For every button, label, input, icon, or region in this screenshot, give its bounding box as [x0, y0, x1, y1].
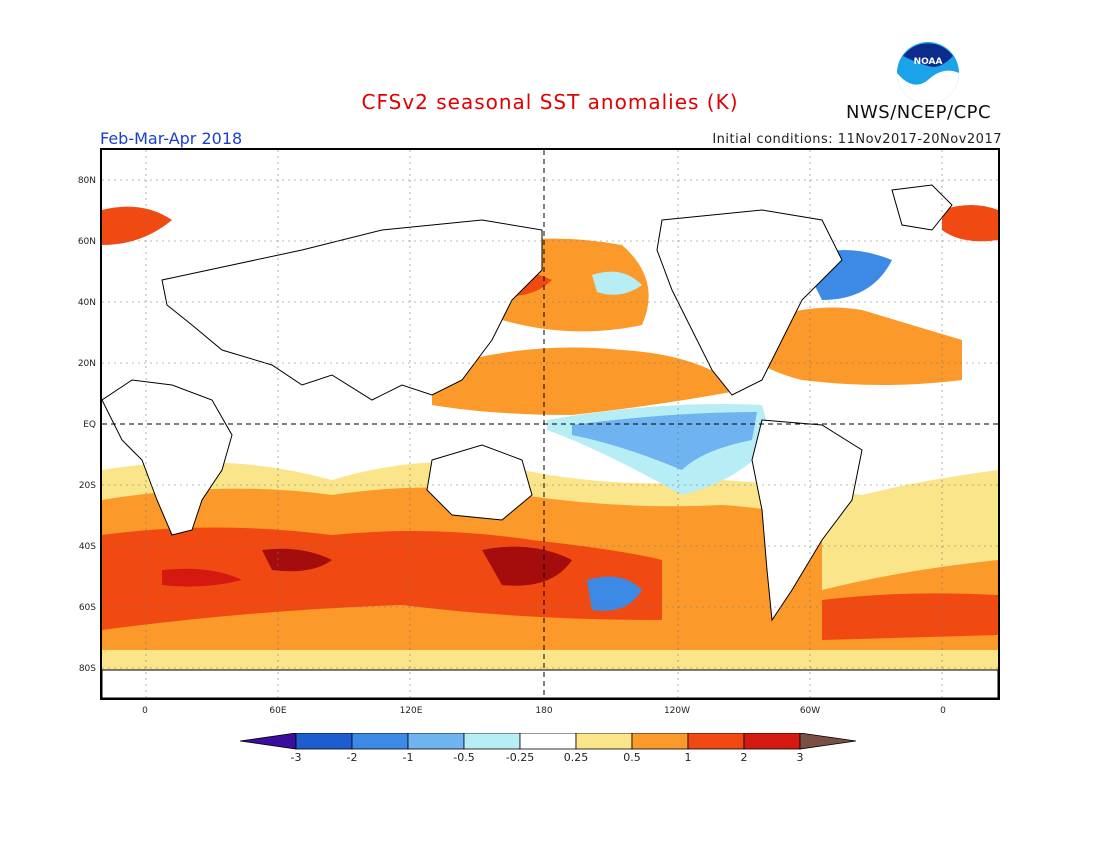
lon-label: 60W: [799, 706, 821, 716]
africa-landmass: [102, 379, 233, 536]
south-america-landmass: [751, 419, 863, 622]
colorbar-swatch: [743, 733, 801, 750]
lat-label: 20S: [78, 481, 96, 491]
lon-label: 120W: [663, 706, 691, 716]
antarctica-landmass: [102, 669, 998, 698]
continents: [102, 184, 998, 698]
south-pacific-cold-patch: [587, 576, 642, 611]
lat-lon-gridlines: [102, 150, 998, 698]
lat-label: 40S: [78, 542, 96, 552]
colorbar-low-extension: [240, 733, 297, 750]
north-america-landmass: [656, 209, 843, 396]
colorbar-tick-label: 0.25: [563, 751, 589, 764]
colorbar-swatch: [631, 733, 689, 750]
colorbar-tick-label: -0.25: [505, 751, 535, 764]
colorbar-tick-label: 1: [684, 751, 692, 764]
colorbar-swatch: [407, 733, 465, 750]
lon-label: 180: [535, 706, 553, 716]
reference-lines: [102, 150, 998, 698]
lon-label: 0: [142, 706, 148, 716]
colorbar-swatch: [687, 733, 745, 750]
colorbar-tick-label: -1: [402, 751, 414, 764]
eurasia-landmass: [161, 219, 543, 401]
colorbar-tick-label: -3: [290, 751, 302, 764]
lat-label: 80S: [78, 664, 96, 674]
colorbar-tick-label: 0.5: [623, 751, 641, 764]
lat-label: 20N: [77, 359, 96, 369]
chart-title: CFSv2 seasonal SST anomalies (K): [361, 90, 739, 114]
colorbar-swatch: [295, 733, 353, 750]
season-label: Feb-Mar-Apr 2018: [100, 129, 243, 148]
colorbar: [240, 733, 857, 750]
lon-label: 120E: [399, 706, 423, 716]
colorbar-tick-label: 3: [796, 751, 804, 764]
lon-label: 60E: [269, 706, 287, 716]
logo-text: NOAA: [914, 57, 943, 67]
colorbar-swatch: [351, 733, 409, 750]
agency-label: NWS/NCEP/CPC: [846, 102, 992, 123]
australia-landmass: [426, 444, 533, 521]
colorbar-swatch: [575, 733, 633, 750]
colorbar-tick-label: -0.5: [453, 751, 475, 764]
initial-conditions-label: Initial conditions: 11Nov2017-20Nov2017: [712, 132, 1002, 147]
colorbar-swatch: [519, 733, 577, 750]
lon-label: 0: [940, 706, 946, 716]
lat-label: 60N: [77, 237, 96, 247]
pacific-cold-tongue: [547, 404, 772, 495]
north-atlantic-anomalies: [102, 205, 998, 385]
sst-anomaly-map: [100, 148, 1000, 700]
colorbar-swatch: [463, 733, 521, 750]
lat-label: 40N: [77, 298, 96, 308]
noaa-logo: NOAA: [895, 40, 961, 110]
lat-label: EQ: [83, 420, 96, 430]
colorbar-tick-label: -2: [346, 751, 358, 764]
lat-label: 80N: [77, 176, 96, 186]
colorbar-tick-label: 2: [740, 751, 748, 764]
lat-label: 60S: [78, 603, 96, 613]
colorbar-high-extension: [799, 733, 857, 750]
